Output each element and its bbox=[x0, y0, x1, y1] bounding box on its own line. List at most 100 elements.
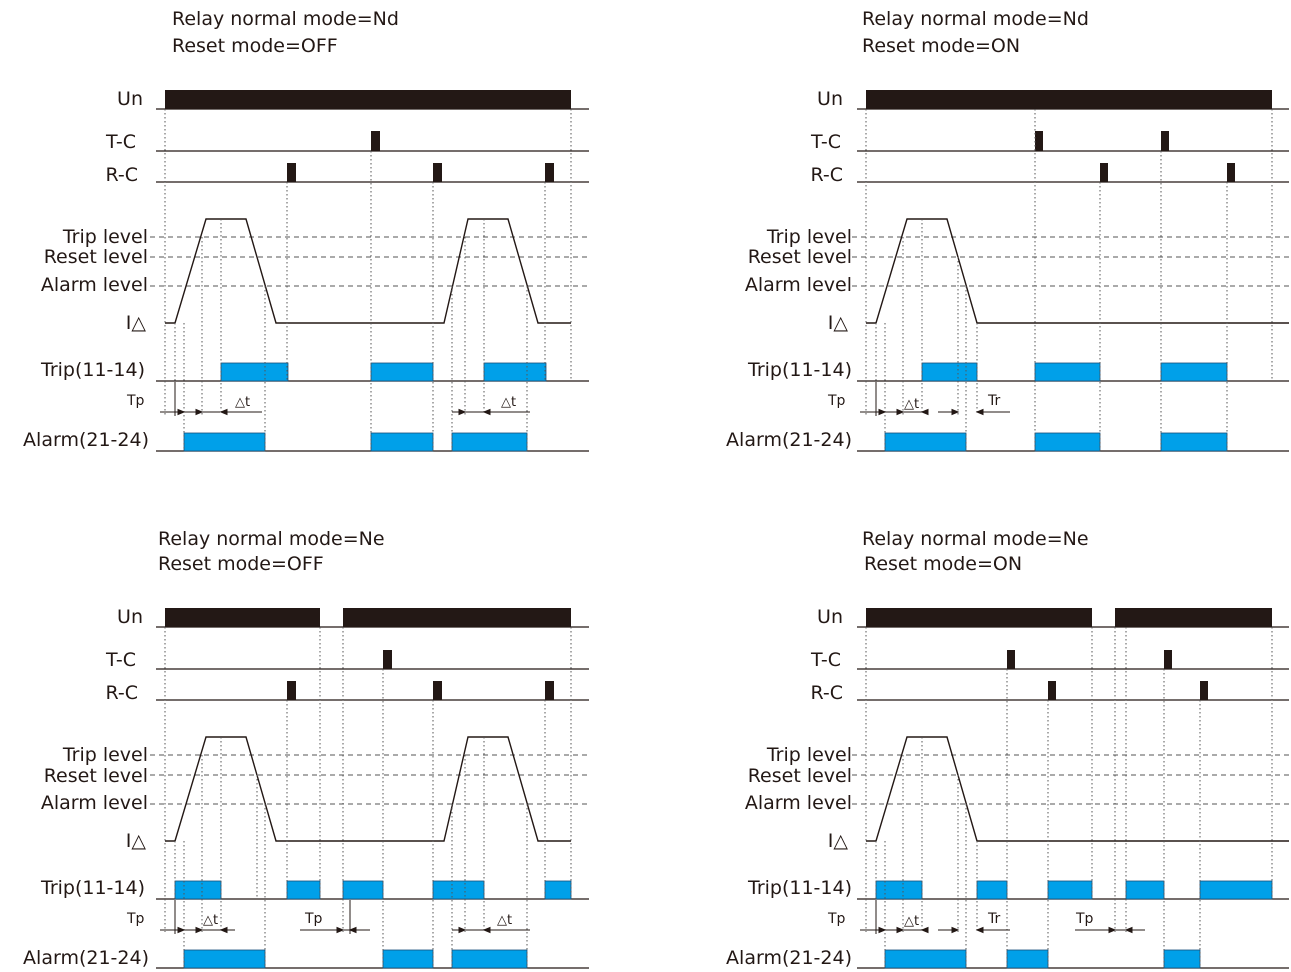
rc-pulse bbox=[287, 681, 296, 700]
un-supply-bar bbox=[343, 608, 571, 627]
label-alarm-output: Alarm(21-24) bbox=[23, 947, 149, 969]
mark-tr: Tr bbox=[987, 911, 1000, 927]
label-reset-level: Reset level bbox=[748, 765, 852, 787]
time-guides bbox=[865, 627, 1273, 968]
level-lines bbox=[150, 236, 589, 287]
level-lines bbox=[150, 754, 589, 805]
label-trip-output: Trip(11-14) bbox=[40, 877, 145, 899]
diagram-title: Relay normal mode=Nd bbox=[172, 8, 399, 30]
label-trip-output: Trip(11-14) bbox=[747, 359, 852, 381]
label-tc: T-C bbox=[105, 131, 136, 153]
alarm-output-on bbox=[1034, 432, 1101, 452]
label-current: I△ bbox=[828, 830, 849, 852]
alarm-output-on bbox=[382, 949, 434, 969]
rc-pulse bbox=[545, 163, 554, 182]
rc-pulse bbox=[1100, 163, 1108, 182]
label-alarm-level: Alarm level bbox=[41, 274, 148, 296]
trip-output-on bbox=[432, 880, 485, 900]
rc-pulse bbox=[433, 163, 442, 182]
alarm-output-on bbox=[1006, 949, 1049, 969]
label-tc: T-C bbox=[810, 131, 841, 153]
mark-tp: Tp bbox=[304, 911, 323, 927]
label-reset-level: Reset level bbox=[44, 246, 148, 268]
alarm-output-on bbox=[451, 949, 528, 969]
alarm-output-on bbox=[884, 432, 967, 452]
label-current: I△ bbox=[828, 312, 849, 334]
tc-pulse bbox=[1035, 131, 1043, 151]
trip-output-on bbox=[483, 362, 547, 382]
label-alarm-level: Alarm level bbox=[41, 792, 148, 814]
label-rc: R-C bbox=[810, 164, 843, 186]
current-waveform bbox=[866, 218, 1289, 324]
label-rc: R-C bbox=[105, 682, 138, 704]
label-alarm-output: Alarm(21-24) bbox=[23, 429, 149, 451]
label-un: Un bbox=[117, 88, 143, 110]
diagram-subtitle: Reset mode=ON bbox=[864, 553, 1022, 575]
tc-pulse bbox=[1007, 650, 1015, 669]
current-waveform bbox=[165, 218, 571, 324]
tc-pulse bbox=[383, 650, 392, 669]
time-guides bbox=[164, 109, 572, 451]
trip-output-on bbox=[1160, 362, 1228, 382]
un-supply-bar bbox=[866, 90, 1272, 109]
label-tc: T-C bbox=[105, 649, 136, 671]
tc-pulse bbox=[371, 131, 380, 151]
label-trip-level: Trip level bbox=[62, 744, 148, 766]
un-supply-bar bbox=[866, 608, 1092, 627]
timing-diagram-nd-off: Relay normal mode=Nd Reset mode=OFF Un T… bbox=[23, 8, 589, 452]
trip-output-on bbox=[1199, 880, 1273, 900]
alarm-output-on bbox=[183, 949, 266, 969]
un-supply-bar bbox=[165, 90, 571, 109]
label-current: I△ bbox=[126, 312, 147, 334]
level-lines bbox=[852, 236, 1289, 287]
label-alarm-level: Alarm level bbox=[745, 792, 852, 814]
alarm-output-on bbox=[884, 949, 967, 969]
label-trip-level: Trip level bbox=[62, 226, 148, 248]
mark-dt: △t bbox=[203, 913, 218, 928]
un-supply-bar bbox=[165, 608, 320, 627]
time-guides bbox=[865, 109, 1273, 451]
current-waveform bbox=[165, 736, 571, 842]
time-guides bbox=[164, 627, 572, 968]
mark-dt: △t bbox=[904, 397, 919, 412]
timing-diagram-ne-off: Relay normal mode=Ne Reset mode=OFF Un T… bbox=[23, 528, 589, 969]
trip-output-on bbox=[544, 880, 572, 900]
label-un: Un bbox=[117, 606, 143, 628]
trip-output-on bbox=[286, 880, 321, 900]
mark-tp: Tp bbox=[827, 911, 846, 927]
rc-pulse bbox=[1227, 163, 1235, 182]
alarm-output-on bbox=[370, 432, 434, 452]
label-alarm-output: Alarm(21-24) bbox=[726, 947, 852, 969]
alarm-output-on bbox=[451, 432, 528, 452]
mark-tp: Tp bbox=[126, 911, 145, 927]
label-reset-level: Reset level bbox=[44, 765, 148, 787]
trip-output-on bbox=[342, 880, 384, 900]
mark-tp: Tp bbox=[126, 393, 145, 409]
mark-dt: △t bbox=[904, 914, 919, 929]
trip-output-on bbox=[921, 362, 978, 382]
trip-output-on bbox=[875, 880, 923, 900]
trip-output-on bbox=[1047, 880, 1093, 900]
label-un: Un bbox=[817, 88, 843, 110]
mark-dt: △t bbox=[501, 395, 516, 410]
label-trip-level: Trip level bbox=[766, 744, 852, 766]
trip-output-on bbox=[976, 880, 1008, 900]
diagram-title: Relay normal mode=Nd bbox=[862, 8, 1089, 30]
alarm-output-on bbox=[1160, 432, 1228, 452]
diagram-subtitle: Reset mode=OFF bbox=[158, 553, 324, 575]
level-lines bbox=[852, 754, 1289, 805]
mark-dt: △t bbox=[235, 395, 250, 410]
trip-output-on bbox=[1125, 880, 1165, 900]
timing-diagram-nd-on: Relay normal mode=Nd Reset mode=ON Un T-… bbox=[726, 8, 1289, 452]
label-rc: R-C bbox=[810, 682, 843, 704]
trip-output-on bbox=[174, 880, 222, 900]
label-current: I△ bbox=[126, 830, 147, 852]
timing-diagram-ne-on: Relay normal mode=Ne Reset mode=ON Un T-… bbox=[726, 528, 1289, 969]
diagram-title: Relay normal mode=Ne bbox=[862, 528, 1089, 550]
rc-pulse bbox=[433, 681, 442, 700]
diagram-subtitle: Reset mode=OFF bbox=[172, 35, 338, 57]
rc-pulse bbox=[1200, 681, 1208, 700]
rc-pulse bbox=[1048, 681, 1056, 700]
rc-pulse bbox=[287, 163, 296, 182]
